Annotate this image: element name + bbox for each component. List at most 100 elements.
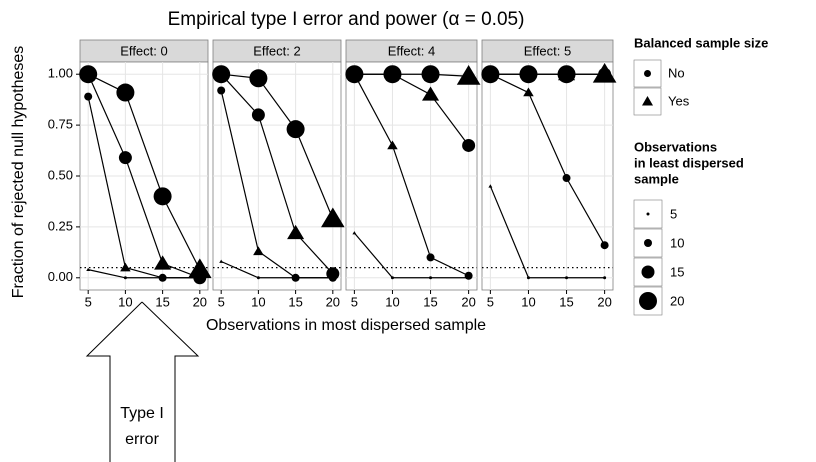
point-triangle (120, 262, 131, 272)
point-circle (464, 271, 473, 280)
x-tick-label: 5 (218, 294, 225, 309)
point-circle (79, 65, 98, 84)
legend-symbol (644, 70, 651, 77)
x-tick-label: 5 (85, 294, 92, 309)
legend-title: sample (634, 171, 679, 186)
point-circle (291, 273, 300, 282)
point-circle (84, 92, 93, 101)
point-circle (326, 267, 340, 281)
strip-label: Effect: 2 (253, 43, 300, 58)
series-line (87, 73, 201, 279)
point-circle (421, 65, 440, 84)
legend-label: 10 (670, 235, 684, 250)
x-tick-label: 5 (351, 294, 358, 309)
point-triangle (219, 259, 224, 263)
point-triangle (321, 207, 345, 228)
legend-symbol (646, 212, 650, 216)
legend-label: 15 (670, 264, 684, 279)
strip-label: Effect: 4 (388, 43, 435, 58)
point-triangle (86, 267, 91, 272)
point-triangle (154, 255, 172, 270)
x-tick-label: 20 (326, 294, 340, 309)
point-circle (600, 241, 609, 250)
series-line (353, 73, 469, 277)
legend-symbol (642, 96, 653, 106)
x-tick-label: 10 (385, 294, 399, 309)
callout-arrow (85, 301, 200, 462)
point-triangle (422, 86, 440, 101)
point-triangle (352, 231, 357, 235)
point-circle (526, 276, 530, 280)
series-line (87, 96, 200, 279)
point-circle (249, 69, 268, 88)
x-tick-label: 15 (155, 294, 169, 309)
point-triangle (523, 87, 534, 97)
x-tick-label: 20 (193, 294, 207, 309)
series-line (221, 73, 334, 219)
point-circle (212, 65, 231, 84)
x-tick-label: 15 (288, 294, 302, 309)
point-triangle (456, 65, 481, 85)
x-tick-label: 20 (461, 294, 475, 309)
point-circle (481, 65, 500, 84)
point-circle (153, 187, 172, 206)
x-tick-label: 10 (118, 294, 132, 309)
legend-label: Yes (668, 93, 690, 108)
callout-text: Type I (120, 405, 164, 422)
point-circle (116, 83, 135, 102)
point-circle (603, 276, 607, 280)
strip-label: Effect: 0 (120, 43, 167, 58)
point-circle (256, 276, 260, 280)
legend-label: No (668, 65, 685, 80)
y-tick-label: 0.50 (48, 167, 73, 182)
point-circle (462, 138, 476, 152)
point-circle (118, 151, 132, 165)
point-circle (383, 65, 402, 84)
legend-symbol (639, 292, 657, 310)
point-circle (557, 65, 576, 84)
point-circle (286, 120, 305, 139)
x-tick-label: 10 (521, 294, 535, 309)
series-line (87, 73, 201, 270)
legend-label: 20 (670, 293, 684, 308)
point-circle (429, 276, 433, 280)
legend-symbol (644, 239, 652, 247)
y-tick-label: 0.75 (48, 117, 73, 132)
point-circle (158, 273, 167, 282)
series-line (489, 185, 605, 279)
point-circle (562, 174, 571, 183)
legend-title: Observations (634, 139, 717, 154)
y-tick-label: 0.00 (48, 269, 73, 284)
x-tick-label: 10 (251, 294, 265, 309)
series-line (220, 90, 333, 279)
point-circle (123, 276, 127, 280)
series-line (490, 73, 606, 246)
legend-title: Balanced sample size (634, 35, 768, 50)
x-tick-label: 15 (423, 294, 437, 309)
point-circle (390, 276, 394, 280)
y-tick-label: 0.25 (48, 218, 73, 233)
series-line (220, 73, 334, 275)
point-circle (345, 65, 364, 84)
x-tick-label: 5 (487, 294, 494, 309)
legend-key (633, 228, 663, 258)
series-line (353, 232, 469, 279)
x-axis-label: Observations in most dispersed sample (206, 317, 486, 334)
point-triangle (592, 62, 617, 83)
point-circle (251, 108, 265, 122)
point-triangle (387, 140, 398, 150)
point-circle (217, 86, 226, 95)
strip-label: Effect: 5 (524, 43, 571, 58)
legend-title: in least dispersed (634, 155, 744, 170)
point-circle (519, 65, 538, 84)
point-triangle (488, 184, 493, 188)
series-line (354, 73, 469, 77)
legend-label: 5 (670, 206, 677, 221)
point-triangle (287, 224, 305, 240)
callout-text: error (125, 431, 159, 448)
x-tick-label: 15 (559, 294, 573, 309)
callout: Type I error (85, 301, 200, 462)
point-circle (426, 253, 435, 262)
point-circle (565, 276, 569, 280)
legend-symbol (641, 265, 655, 279)
